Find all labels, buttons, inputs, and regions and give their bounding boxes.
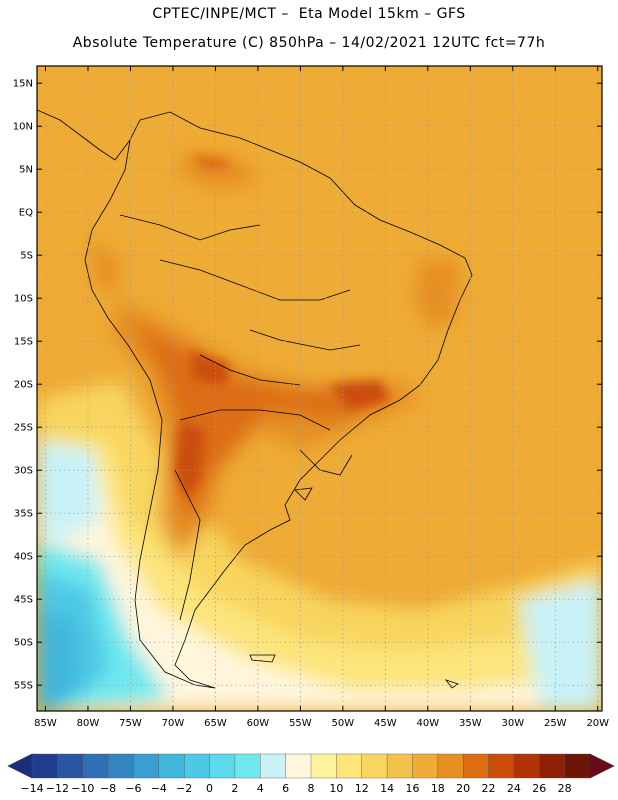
lon-tick-label: 55W bbox=[289, 718, 312, 729]
lon-tick-label: 35W bbox=[459, 718, 482, 729]
colorbar-swatch bbox=[513, 753, 540, 779]
colorbar-label: 6 bbox=[282, 782, 289, 795]
colorbar-swatch bbox=[336, 753, 363, 779]
colorbar-swatch bbox=[539, 753, 566, 779]
lat-tick-label: 10S bbox=[14, 294, 33, 305]
colorbar-swatch bbox=[234, 753, 261, 779]
colorbar-swatch bbox=[437, 753, 464, 779]
lat-tick-label: 15N bbox=[13, 79, 33, 90]
colorbar-label: −12 bbox=[46, 782, 69, 795]
lon-tick-label: 80W bbox=[77, 718, 100, 729]
lat-tick-label: 10N bbox=[13, 122, 33, 133]
colorbar-label: −6 bbox=[125, 782, 141, 795]
colorbar-swatch bbox=[82, 753, 109, 779]
lon-tick-label: 50W bbox=[332, 718, 355, 729]
lat-tick-label: 5S bbox=[20, 251, 33, 262]
title-line-1: CPTEC/INPE/MCT – Eta Model 15km – GFS bbox=[152, 6, 466, 22]
lat-tick-label: 30S bbox=[14, 466, 33, 477]
lat-tick-label: 15S bbox=[14, 337, 33, 348]
colorbar-swatch bbox=[158, 753, 185, 779]
colorbar-label: 14 bbox=[380, 782, 394, 795]
colorbar-swatch bbox=[386, 753, 413, 779]
colorbar-swatch bbox=[462, 753, 490, 779]
lat-tick-label: 5N bbox=[19, 165, 33, 176]
colorbar-label: 8 bbox=[308, 782, 315, 795]
colorbar-low-arrow bbox=[7, 753, 33, 779]
colorbar-label: −8 bbox=[100, 782, 116, 795]
lat-tick-label: 55S bbox=[14, 681, 33, 692]
colorbar-label: 18 bbox=[431, 782, 445, 795]
temperature-field bbox=[37, 66, 602, 711]
colorbar-label: 28 bbox=[558, 782, 572, 795]
lat-tick-label: 25S bbox=[14, 423, 33, 434]
colorbar-label: −2 bbox=[176, 782, 192, 795]
lat-tick-label: 50S bbox=[14, 638, 33, 649]
lon-tick-label: 70W bbox=[162, 718, 185, 729]
colorbar-swatch bbox=[564, 753, 591, 779]
colorbar-label: 20 bbox=[456, 782, 470, 795]
lon-tick-label: 25W bbox=[544, 718, 567, 729]
colorbar-label: 4 bbox=[257, 782, 264, 795]
lon-tick-label: 45W bbox=[374, 718, 397, 729]
coastlines bbox=[37, 109, 473, 689]
lat-tick-label: 45S bbox=[14, 595, 33, 606]
lon-tick-label: 40W bbox=[417, 718, 440, 729]
lon-tick-label: 60W bbox=[247, 718, 270, 729]
lon-tick-label: 65W bbox=[204, 718, 227, 729]
colorbar-label: 24 bbox=[507, 782, 521, 795]
colorbar-label: 22 bbox=[482, 782, 496, 795]
colorbar-label: −10 bbox=[71, 782, 94, 795]
colorbar-swatch bbox=[133, 753, 160, 779]
colorbar: −14 −12 −10 −8 −6 −4 −2 0 2 4 6 8 10 12 14 16 18 20 22 24 26… bbox=[7, 753, 615, 795]
colorbar-swatch bbox=[183, 753, 211, 779]
colorbar-swatch bbox=[209, 753, 236, 779]
colorbar-label: 2 bbox=[231, 782, 238, 795]
colorbar-swatch bbox=[488, 753, 515, 779]
colorbar-swatch bbox=[260, 753, 287, 779]
lat-tick-label: 20S bbox=[14, 380, 33, 391]
lat-tick-label: 40S bbox=[14, 552, 33, 563]
colorbar-swatch bbox=[107, 753, 134, 779]
colorbar-swatch bbox=[361, 753, 388, 779]
colorbar-label: 12 bbox=[355, 782, 369, 795]
colorbar-label: 26 bbox=[532, 782, 546, 795]
colorbar-label: 16 bbox=[405, 782, 419, 795]
latitude-axis: 15N 10N 5N EQ 5S 10S 15S 20S 25S 30S 35S 40S 45S 50S 5… bbox=[13, 79, 602, 692]
title-line-2: Absolute Temperature (C) 850hPa – 14/02/… bbox=[72, 35, 546, 51]
colorbar-swatch bbox=[310, 753, 337, 779]
colorbar-swatch bbox=[57, 753, 84, 779]
lon-tick-label: 20W bbox=[586, 718, 609, 729]
colorbar-label: 0 bbox=[206, 782, 213, 795]
lon-tick-label: 85W bbox=[34, 718, 57, 729]
colorbar-label: −14 bbox=[20, 782, 43, 795]
colorbar-swatch bbox=[412, 753, 439, 779]
lat-tick-label: EQ bbox=[19, 208, 33, 219]
map-frame bbox=[36, 65, 603, 712]
colorbar-label: 10 bbox=[329, 782, 343, 795]
colorbar-swatch bbox=[31, 753, 58, 779]
colorbar-swatch bbox=[285, 753, 312, 779]
longitude-axis: 85W 80W 75W 70W 65W 60W 55W 50W 45W 40W 35W 30W 25W 2… bbox=[34, 66, 609, 729]
colorbar-high-arrow bbox=[589, 753, 615, 779]
lon-tick-label: 30W bbox=[501, 718, 524, 729]
colorbar-label: −4 bbox=[151, 782, 167, 795]
lon-tick-label: 75W bbox=[119, 718, 142, 729]
lat-tick-label: 35S bbox=[14, 509, 33, 520]
